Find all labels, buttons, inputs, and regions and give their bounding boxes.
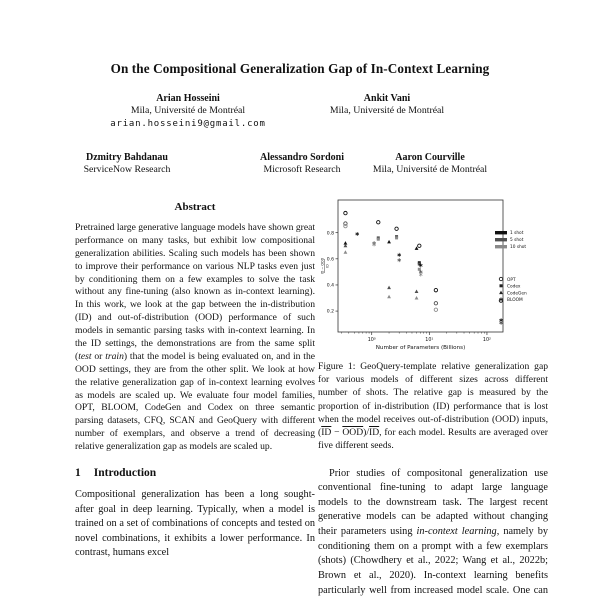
- abstract-text: Pretrained large generative language mod…: [75, 222, 315, 453]
- svg-text:0.2: 0.2: [327, 309, 334, 315]
- author-email: arian.hosseini9@gmail.com: [110, 119, 266, 129]
- author-block: Aaron Courville Mila, Université de Mont…: [320, 152, 540, 176]
- author-name: Ankit Vani: [363, 93, 411, 104]
- section-number: 1: [75, 467, 81, 480]
- author-block: Dzmitry Bahdanau ServiceNow Research: [17, 152, 237, 176]
- body-paragraph: Prior studies of compositonal generaliza…: [318, 467, 548, 600]
- svg-text:10²: 10²: [483, 337, 491, 343]
- svg-text:0.4: 0.4: [327, 283, 334, 289]
- author-name: Arian Hosseini: [156, 93, 220, 104]
- right-column: 0.2 0.4 0.6 0.8 10⁰ 10¹ 10² Number of Parameter…: [318, 195, 548, 600]
- svg-text:0.6: 0.6: [327, 256, 334, 262]
- svg-text:BLOOM: BLOOM: [507, 297, 523, 303]
- svg-text:Codex: Codex: [507, 284, 521, 290]
- svg-text:10⁰: 10⁰: [368, 337, 376, 343]
- left-column: Abstract Pretrained large generative lan…: [75, 201, 315, 600]
- svg-text:ID − OOD: ID − OOD: [320, 257, 324, 274]
- paper-title: On the Compositional Generalization Gap …: [110, 61, 490, 76]
- figure-caption: Figure 1: GeoQuery-template relative gen…: [318, 361, 548, 452]
- svg-text:0.8: 0.8: [327, 230, 334, 236]
- author-affiliation: Mila, Université de Montréal: [130, 105, 246, 116]
- section-heading: 1 Introduction: [75, 467, 315, 479]
- author-block: Ankit Vani Mila, Université de Montréal: [277, 93, 497, 117]
- author-block: Alessandro Sordoni Microsoft Research: [192, 152, 412, 176]
- svg-text:Number of Parameters (Billions: Number of Parameters (Billions): [376, 345, 466, 351]
- data-points: [343, 210, 504, 325]
- svg-text:1 shot: 1 shot: [510, 230, 524, 236]
- svg-text:10 shot: 10 shot: [510, 244, 526, 250]
- author-affiliation: Microsoft Research: [263, 164, 341, 175]
- figure-1: 0.2 0.4 0.6 0.8 10⁰ 10¹ 10² Number of Parameter…: [318, 195, 548, 357]
- section-title: Introduction: [93, 467, 157, 480]
- svg-text:OPT: OPT: [507, 277, 516, 283]
- svg-text:ID: ID: [325, 264, 329, 268]
- scatter-chart: 0.2 0.4 0.6 0.8 10⁰ 10¹ 10² Number of Parameter…: [320, 199, 527, 351]
- author-affiliation: ServiceNow Research: [83, 164, 171, 175]
- author-affiliation: Mila, Université de Montréal: [372, 164, 488, 175]
- author-affiliation: Mila, Université de Montréal: [329, 105, 445, 116]
- abstract-heading: Abstract: [174, 201, 216, 213]
- y-axis-label: ID − OOD ID: [320, 257, 329, 274]
- svg-text:5 shot: 5 shot: [510, 237, 524, 243]
- author-name: Aaron Courville: [395, 152, 465, 163]
- svg-text:CodeGen: CodeGen: [507, 290, 527, 296]
- author-name: Alessandro Sordoni: [259, 152, 344, 163]
- intro-paragraph: Compositional generalization has been a …: [75, 489, 315, 559]
- author-name: Dzmitry Bahdanau: [86, 152, 168, 163]
- author-block: Arian Hosseini Mila, Université de Montr…: [78, 93, 298, 131]
- svg-text:10¹: 10¹: [425, 337, 433, 343]
